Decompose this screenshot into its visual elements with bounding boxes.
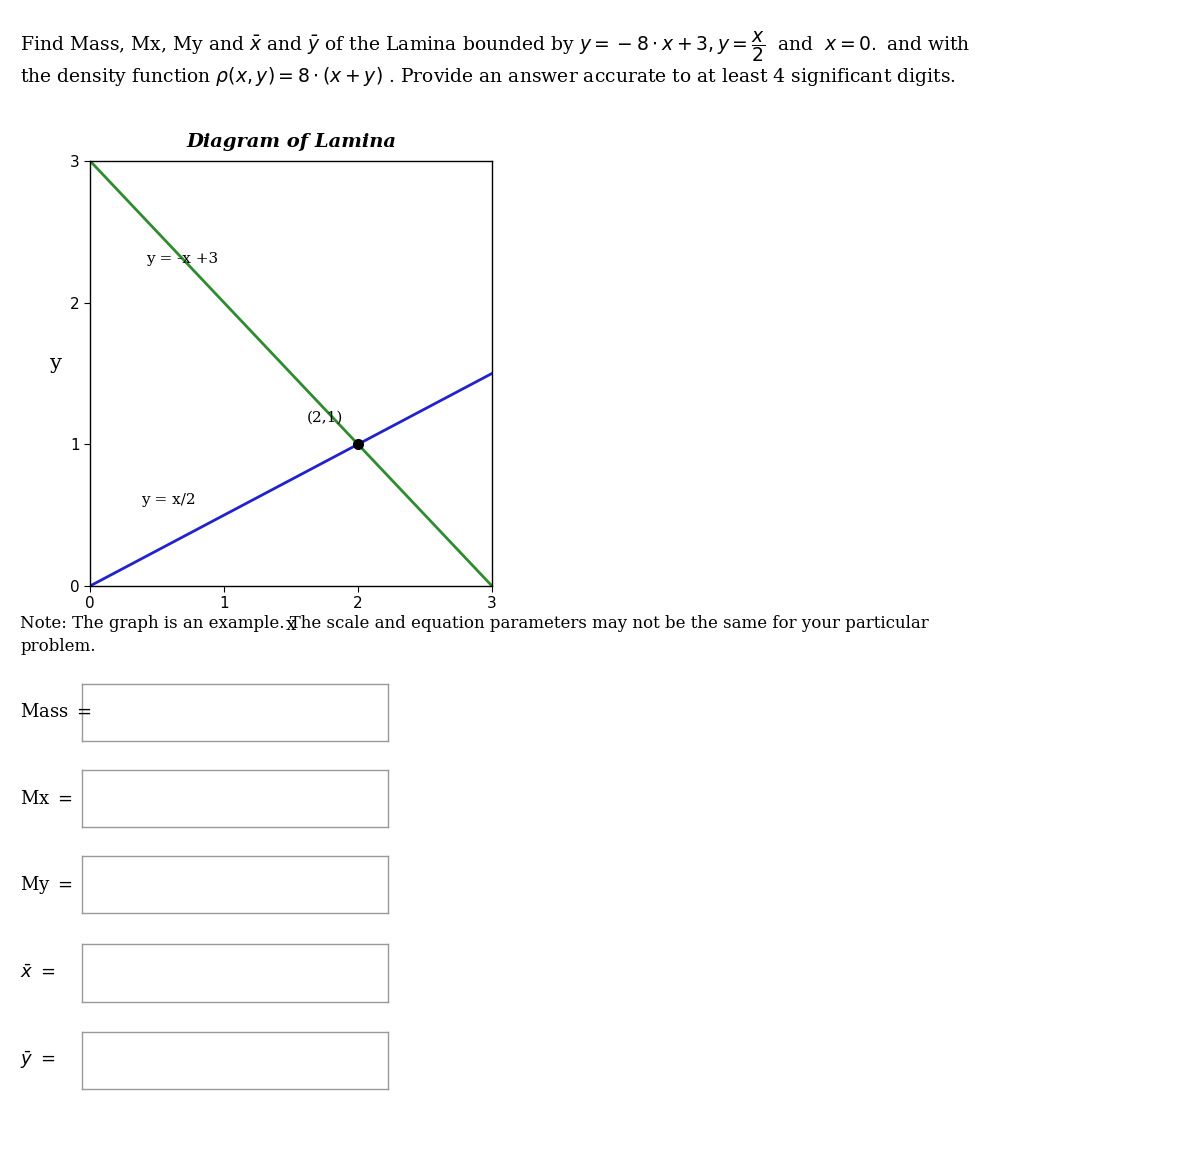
Text: Mx $=$: Mx $=$	[20, 789, 73, 808]
Text: Find Mass, Mx, My and $\bar{x}$ and $\bar{y}$ of the Lamina bounded by $y = -8 \: Find Mass, Mx, My and $\bar{x}$ and $\ba…	[20, 29, 971, 63]
X-axis label: x: x	[286, 616, 296, 633]
Title: Diagram of Lamina: Diagram of Lamina	[186, 133, 396, 151]
Text: $\bar{y}$ $=$: $\bar{y}$ $=$	[20, 1050, 56, 1071]
Text: the density function $\rho(x, y) = 8 \cdot (x + y)$ . Provide an answer accurate: the density function $\rho(x, y) = 8 \cd…	[20, 65, 956, 88]
Text: My $=$: My $=$	[20, 873, 73, 896]
Y-axis label: y: y	[50, 354, 62, 373]
Text: y = x/2: y = x/2	[140, 493, 196, 507]
Text: $\bar{x}$ $=$: $\bar{x}$ $=$	[20, 964, 56, 982]
Text: (2,1): (2,1)	[307, 410, 343, 425]
Text: Mass $=$: Mass $=$	[20, 703, 92, 722]
Text: y = -x +3: y = -x +3	[146, 252, 218, 265]
Text: Note: The graph is an example. The scale and equation parameters may not be the : Note: The graph is an example. The scale…	[20, 615, 929, 655]
